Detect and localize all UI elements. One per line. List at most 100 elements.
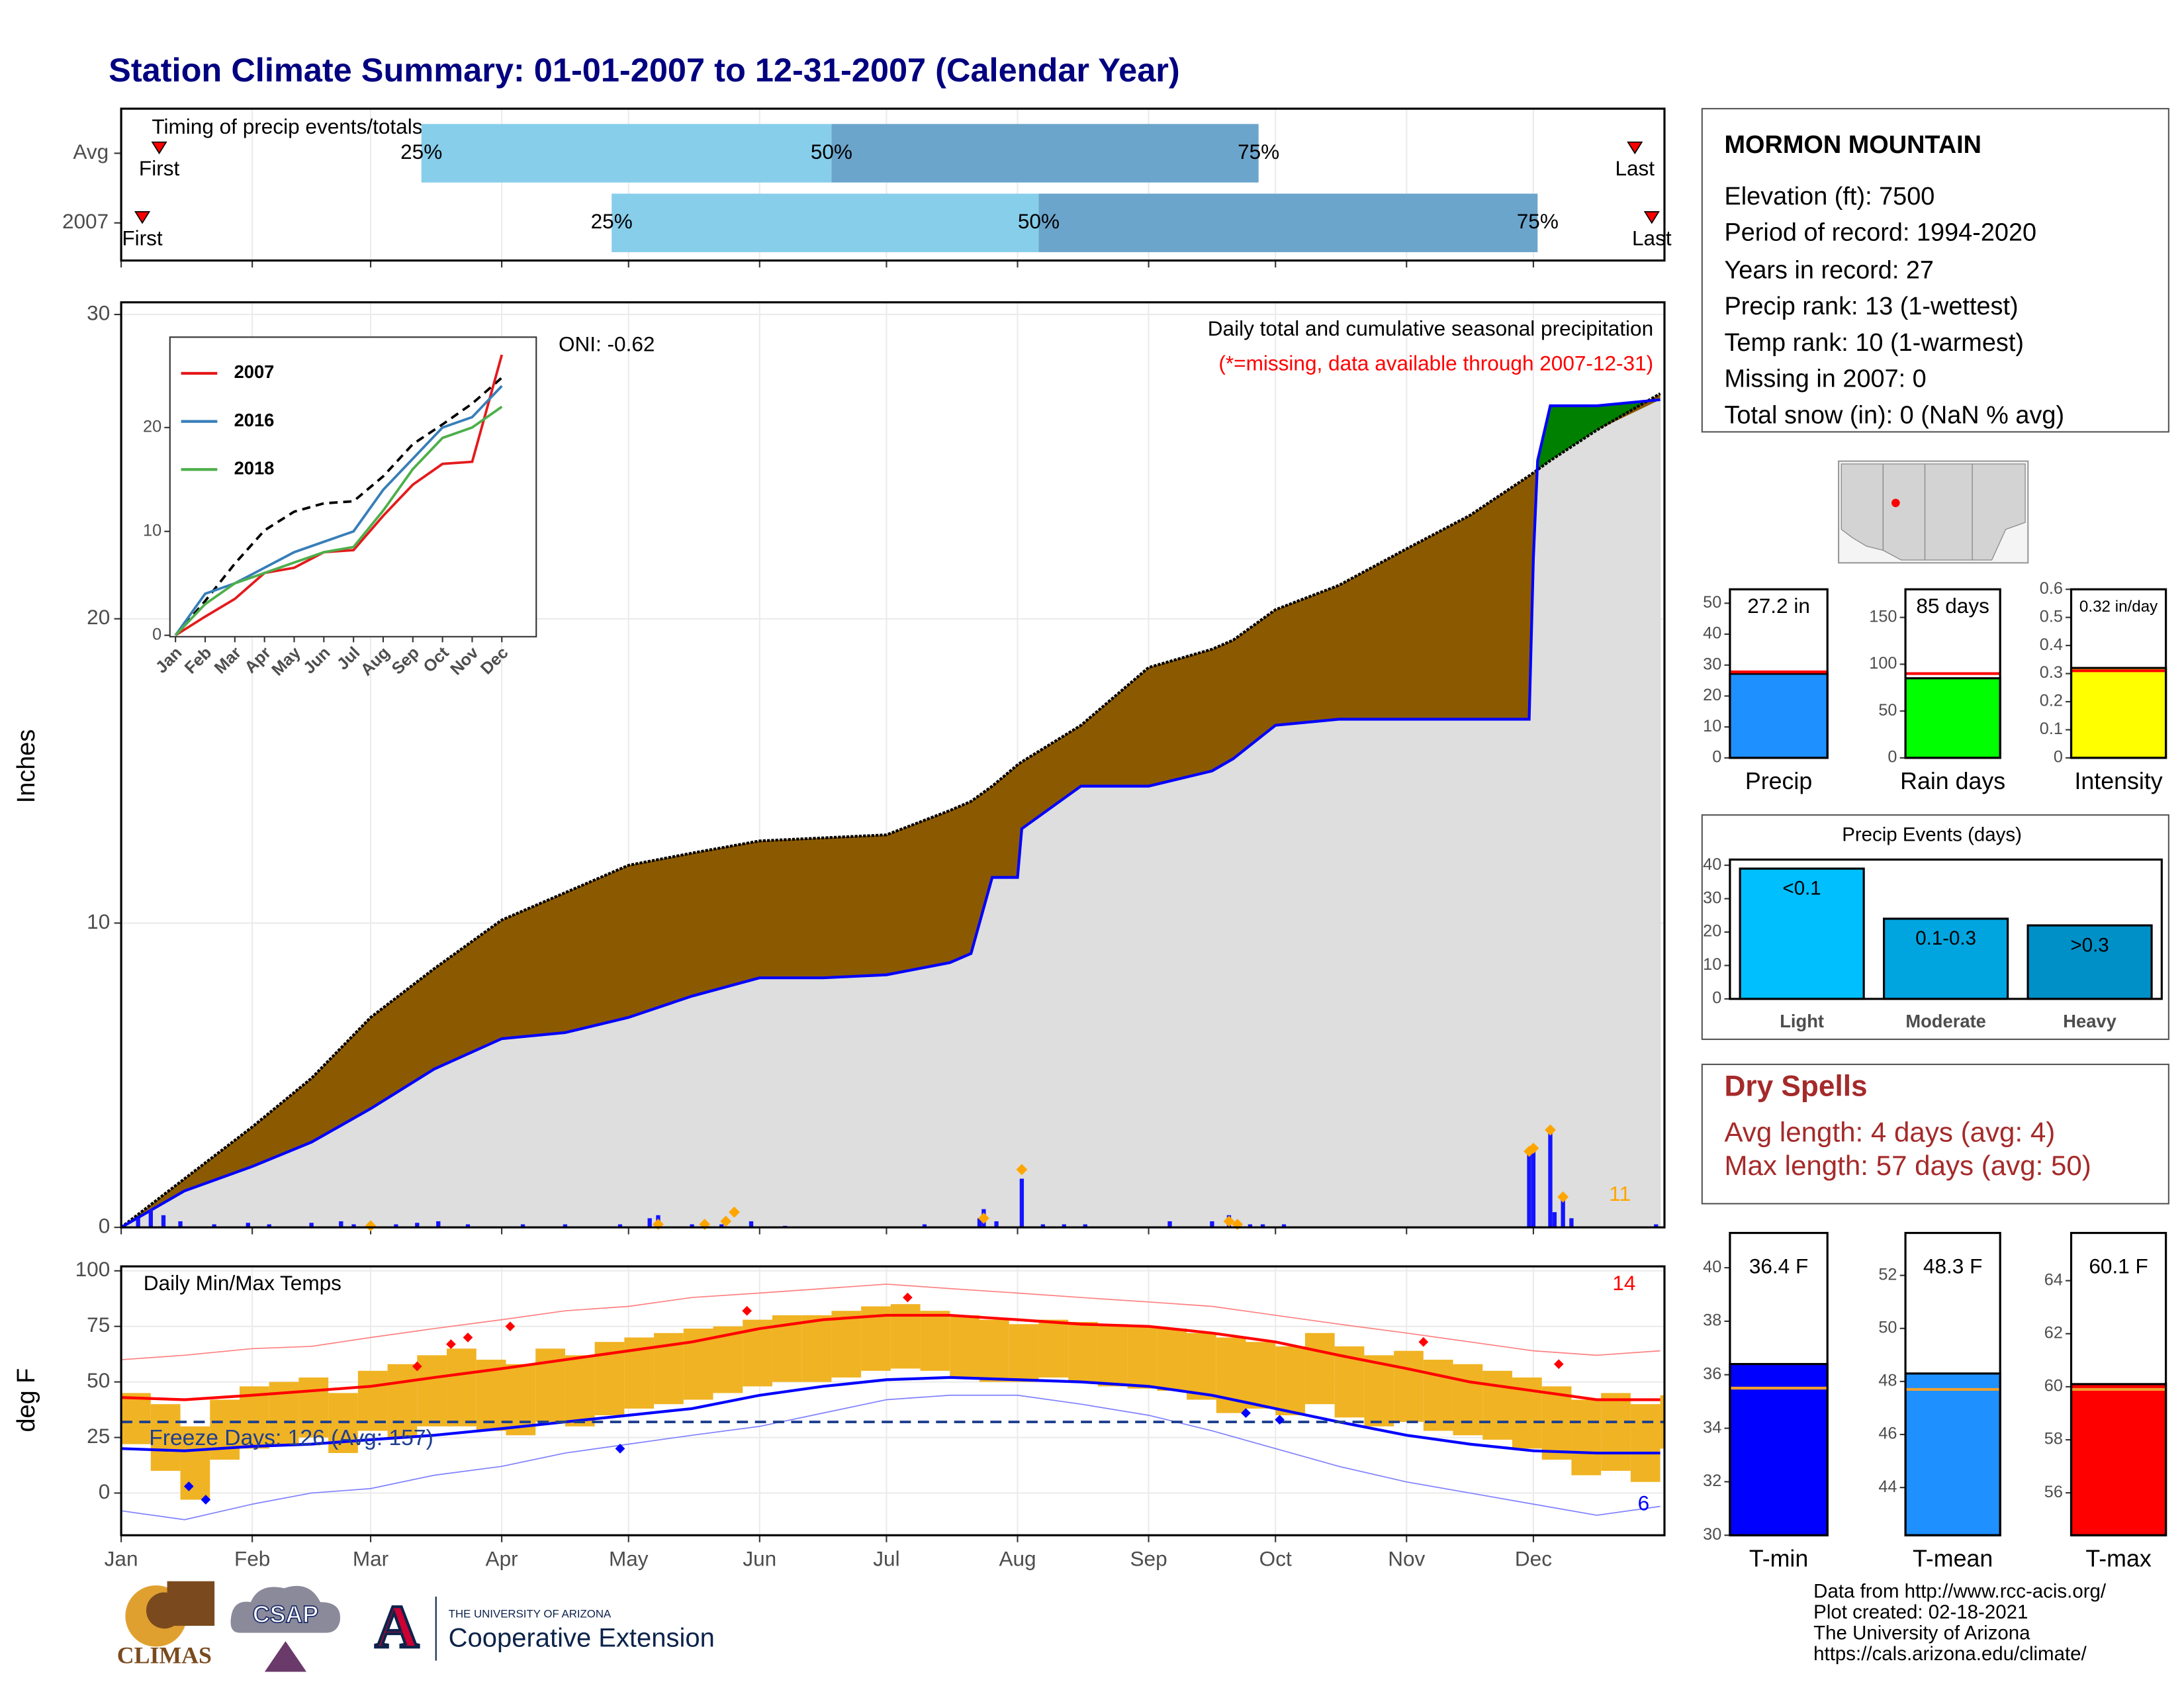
y-tick-label: 30 bbox=[87, 301, 110, 324]
daily-range bbox=[1423, 1360, 1453, 1431]
daily-bar bbox=[520, 1224, 525, 1228]
y-tick-label: 0 bbox=[1888, 748, 1897, 767]
record-marker bbox=[201, 1495, 211, 1505]
event-label: First bbox=[122, 226, 163, 250]
daily-bar bbox=[1260, 1224, 1265, 1228]
daily-bar bbox=[1083, 1224, 1087, 1228]
daily-bar bbox=[1167, 1221, 1172, 1228]
ua-logo-text: THE UNIVERSITY OF ARIZONA bbox=[449, 1608, 612, 1620]
daily-bar bbox=[1019, 1178, 1024, 1228]
info-line: Missing in 2007: 0 bbox=[1724, 365, 1926, 393]
record-marker bbox=[1545, 1124, 1556, 1136]
bar bbox=[2026, 924, 2153, 1000]
x-tick-label: May bbox=[609, 1546, 649, 1570]
y-tick-label: 0 bbox=[1712, 989, 1721, 1008]
panel-frame bbox=[2070, 588, 2167, 759]
csap-mountain bbox=[264, 1641, 307, 1672]
daily-bar bbox=[749, 1221, 754, 1228]
footer-line: Data from http://www.rcc-acis.org/ bbox=[1813, 1580, 2107, 1602]
daily-range bbox=[1157, 1329, 1187, 1391]
daily-range bbox=[920, 1311, 950, 1371]
daily-bar bbox=[178, 1221, 183, 1228]
info-line: Elevation (ft): 7500 bbox=[1724, 183, 1934, 211]
locator-map bbox=[1838, 460, 2029, 564]
y-tick-label: 58 bbox=[2044, 1430, 2063, 1448]
normal-line bbox=[120, 1394, 1661, 1521]
y-tick-label: 44 bbox=[1878, 1477, 1897, 1496]
daily-bar bbox=[136, 1218, 140, 1228]
daily-bar bbox=[436, 1221, 441, 1228]
bar bbox=[1729, 673, 1829, 759]
record-marker bbox=[183, 1481, 194, 1491]
footer-line: Plot created: 02-18-2021 bbox=[1813, 1601, 2028, 1623]
y-tick-label: 0 bbox=[1712, 748, 1721, 767]
y-tick-label: 52 bbox=[1878, 1265, 1897, 1284]
daily-bar bbox=[309, 1223, 314, 1228]
info-line: Precip rank: 13 (1-wettest) bbox=[1724, 293, 2018, 320]
legend-label: 2016 bbox=[234, 410, 275, 430]
normal-line bbox=[121, 1376, 1661, 1455]
record-marker bbox=[720, 1215, 732, 1227]
category-label: Moderate bbox=[1905, 1011, 1986, 1031]
early-range bbox=[612, 193, 1039, 252]
daily-bar bbox=[1531, 1148, 1536, 1228]
map-state bbox=[1924, 463, 1973, 561]
daily-range bbox=[1246, 1342, 1276, 1409]
reference-line bbox=[174, 377, 503, 636]
y-tick-label: 20 bbox=[1703, 922, 1721, 941]
daily-bar bbox=[212, 1224, 216, 1228]
x-tick-label: Aug bbox=[999, 1546, 1036, 1570]
daily-bar bbox=[719, 1224, 724, 1228]
daily-range bbox=[831, 1311, 862, 1378]
event-label: Last bbox=[1632, 226, 1672, 250]
info-line: Years in record: 27 bbox=[1724, 256, 1934, 284]
daily-bar bbox=[1210, 1221, 1214, 1228]
y-axis-label: Inches bbox=[13, 729, 40, 804]
cumulative-floor bbox=[121, 399, 1661, 1228]
daily-bar bbox=[1548, 1130, 1553, 1228]
daily-range bbox=[506, 1364, 536, 1436]
daily-range bbox=[1364, 1355, 1394, 1427]
category-label: Rain days bbox=[1900, 768, 2005, 794]
y-tick-label: 150 bbox=[1869, 607, 1897, 626]
ua-emblem: A bbox=[375, 1593, 419, 1661]
y-tick-label: 20 bbox=[143, 418, 161, 436]
daily-range bbox=[298, 1377, 329, 1438]
daily-range bbox=[1009, 1324, 1039, 1382]
daily-bar bbox=[1569, 1218, 1574, 1228]
daily-range bbox=[417, 1355, 447, 1427]
y-tick-label: 64 bbox=[2044, 1270, 2063, 1289]
percent-label: 25% bbox=[400, 140, 442, 164]
daily-bar bbox=[148, 1209, 153, 1228]
y-tick-label: 32 bbox=[1703, 1472, 1721, 1490]
y-tick-label: 40 bbox=[1703, 624, 1721, 643]
category-label: Precip bbox=[1745, 768, 1812, 794]
record-marker bbox=[463, 1333, 473, 1342]
panel-title: Precip Events (days) bbox=[1842, 824, 2022, 846]
y-tick-label: 0 bbox=[99, 1213, 111, 1237]
panel-frame bbox=[1904, 588, 2001, 759]
x-tick-label: Oct bbox=[1259, 1546, 1292, 1570]
daily-bar bbox=[690, 1224, 694, 1228]
event-label: Last bbox=[1615, 156, 1655, 180]
daily-bar bbox=[617, 1224, 623, 1228]
daily-bar bbox=[1062, 1224, 1066, 1228]
series-line bbox=[174, 405, 503, 636]
dry-spells-line: Max length: 57 days (avg: 50) bbox=[1724, 1150, 2091, 1181]
early-range bbox=[421, 124, 832, 183]
category-label: Intensity bbox=[2074, 768, 2162, 794]
value-label: 36.4 F bbox=[1749, 1254, 1808, 1278]
late-range bbox=[1038, 193, 1538, 252]
event-marker bbox=[151, 141, 167, 155]
value-label: 27.2 in bbox=[1747, 594, 1810, 618]
daily-range bbox=[1571, 1399, 1602, 1476]
y-tick-label: 30 bbox=[1703, 888, 1721, 907]
x-tick-label: Jul bbox=[873, 1546, 899, 1570]
marker-count: 11 bbox=[1609, 1182, 1631, 1205]
daily-range bbox=[1097, 1324, 1128, 1387]
event-label: First bbox=[139, 156, 180, 180]
record-marker bbox=[903, 1292, 913, 1303]
daily-range bbox=[387, 1364, 418, 1438]
y-tick-label: 25 bbox=[87, 1424, 110, 1448]
footer-line: The University of Arizona bbox=[1813, 1622, 2030, 1644]
